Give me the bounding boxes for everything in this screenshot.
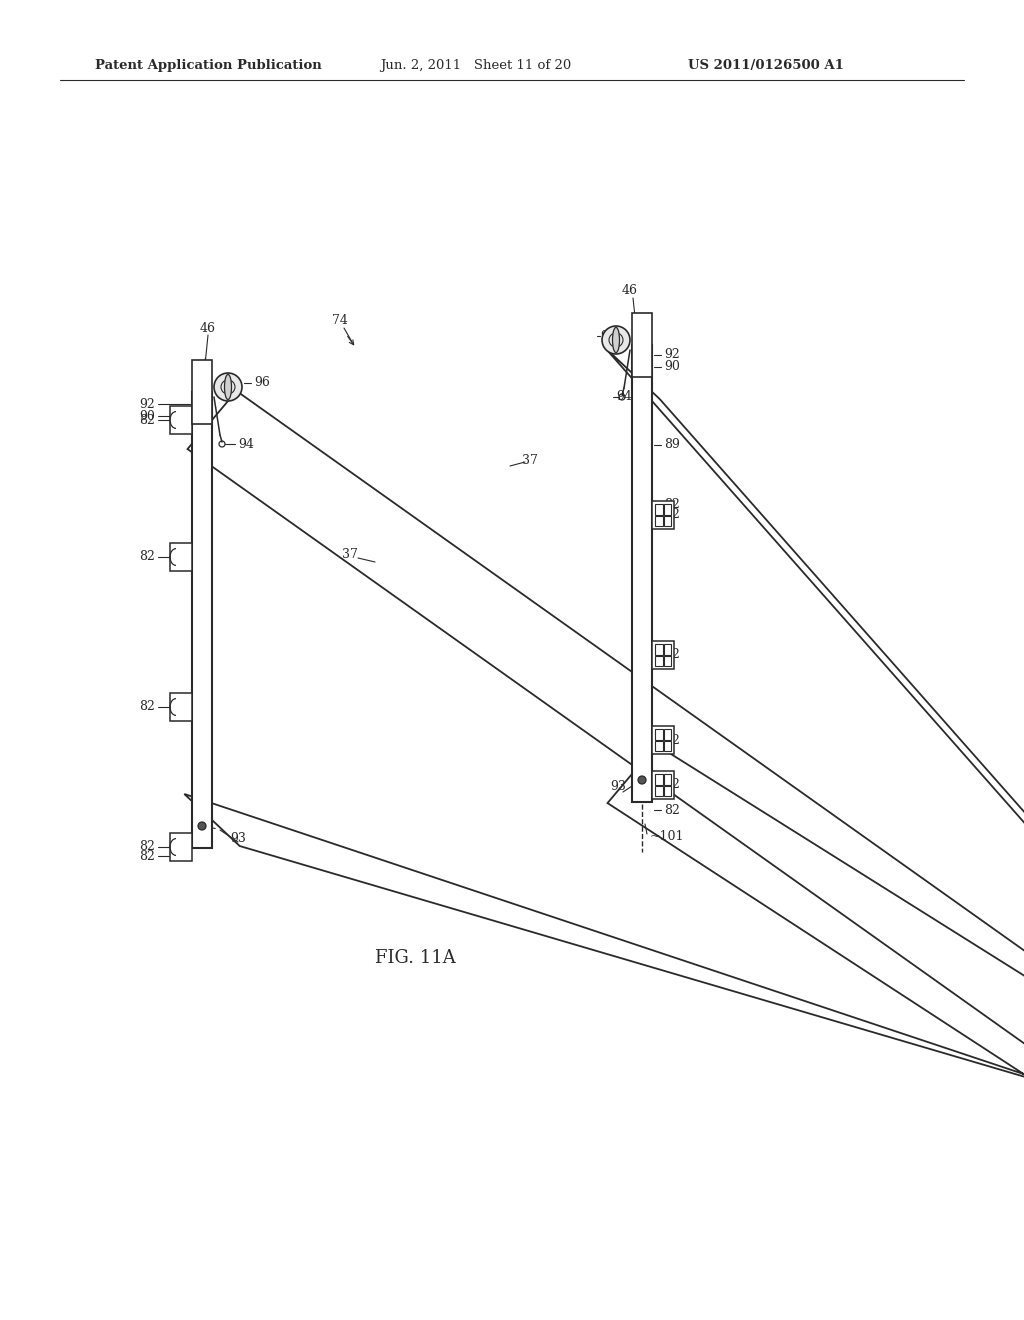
Text: Patent Application Publication: Patent Application Publication	[95, 58, 322, 71]
Text: 82: 82	[664, 648, 680, 661]
Text: 89: 89	[664, 438, 680, 451]
Bar	[655, 656, 663, 667]
Bar	[655, 516, 663, 525]
Circle shape	[214, 374, 242, 401]
Text: 92: 92	[139, 397, 155, 411]
Text: 92: 92	[664, 348, 680, 362]
Bar	[664, 644, 671, 655]
Bar	[655, 774, 663, 785]
Bar	[652, 642, 674, 669]
Text: 37: 37	[522, 454, 538, 466]
Text: 94: 94	[616, 391, 632, 404]
Text: US 2011/0126500 A1: US 2011/0126500 A1	[688, 58, 844, 71]
Text: 82: 82	[139, 413, 155, 426]
Text: 90: 90	[664, 360, 680, 374]
Circle shape	[602, 326, 630, 354]
Text: 96: 96	[600, 330, 615, 342]
Bar	[664, 729, 671, 741]
Circle shape	[198, 822, 206, 830]
Text: 37: 37	[342, 549, 358, 561]
Text: Jun. 2, 2011   Sheet 11 of 20: Jun. 2, 2011 Sheet 11 of 20	[380, 58, 571, 71]
Bar	[655, 644, 663, 655]
Bar	[655, 785, 663, 796]
Bar	[652, 502, 674, 529]
Text: 82: 82	[139, 850, 155, 862]
Bar	[170, 693, 193, 721]
Text: 74: 74	[332, 314, 348, 326]
Bar	[664, 774, 671, 785]
Text: 90: 90	[139, 409, 155, 422]
Text: ~101: ~101	[650, 830, 684, 843]
Ellipse shape	[224, 375, 231, 400]
Text: 82: 82	[664, 804, 680, 817]
Bar	[664, 516, 671, 525]
Text: 46: 46	[622, 284, 638, 297]
Bar	[193, 360, 212, 424]
Bar	[664, 656, 671, 667]
Text: FIG. 11A: FIG. 11A	[375, 949, 456, 968]
Bar	[170, 833, 193, 861]
Bar	[632, 345, 652, 803]
Bar	[170, 407, 193, 434]
Text: 82: 82	[139, 701, 155, 714]
Text: 93: 93	[610, 780, 626, 793]
Bar	[655, 729, 663, 741]
Text: 82: 82	[664, 779, 680, 792]
Text: 82: 82	[139, 550, 155, 564]
Bar	[655, 504, 663, 515]
Text: 96: 96	[254, 376, 270, 389]
Bar	[632, 313, 652, 378]
Text: 46: 46	[200, 322, 216, 334]
Text: 93: 93	[230, 832, 246, 845]
Text: 82: 82	[664, 499, 680, 511]
Bar	[652, 771, 674, 799]
Circle shape	[638, 776, 646, 784]
Text: 82: 82	[139, 841, 155, 854]
Bar	[170, 543, 193, 572]
Text: 94: 94	[238, 437, 254, 450]
Bar	[664, 741, 671, 751]
Bar	[652, 726, 674, 754]
Ellipse shape	[612, 327, 620, 352]
Polygon shape	[184, 347, 1024, 1320]
Bar	[664, 785, 671, 796]
Bar	[193, 392, 212, 847]
Bar	[664, 504, 671, 515]
Text: 82: 82	[664, 734, 680, 747]
Text: 82: 82	[664, 508, 680, 521]
Bar	[655, 741, 663, 751]
